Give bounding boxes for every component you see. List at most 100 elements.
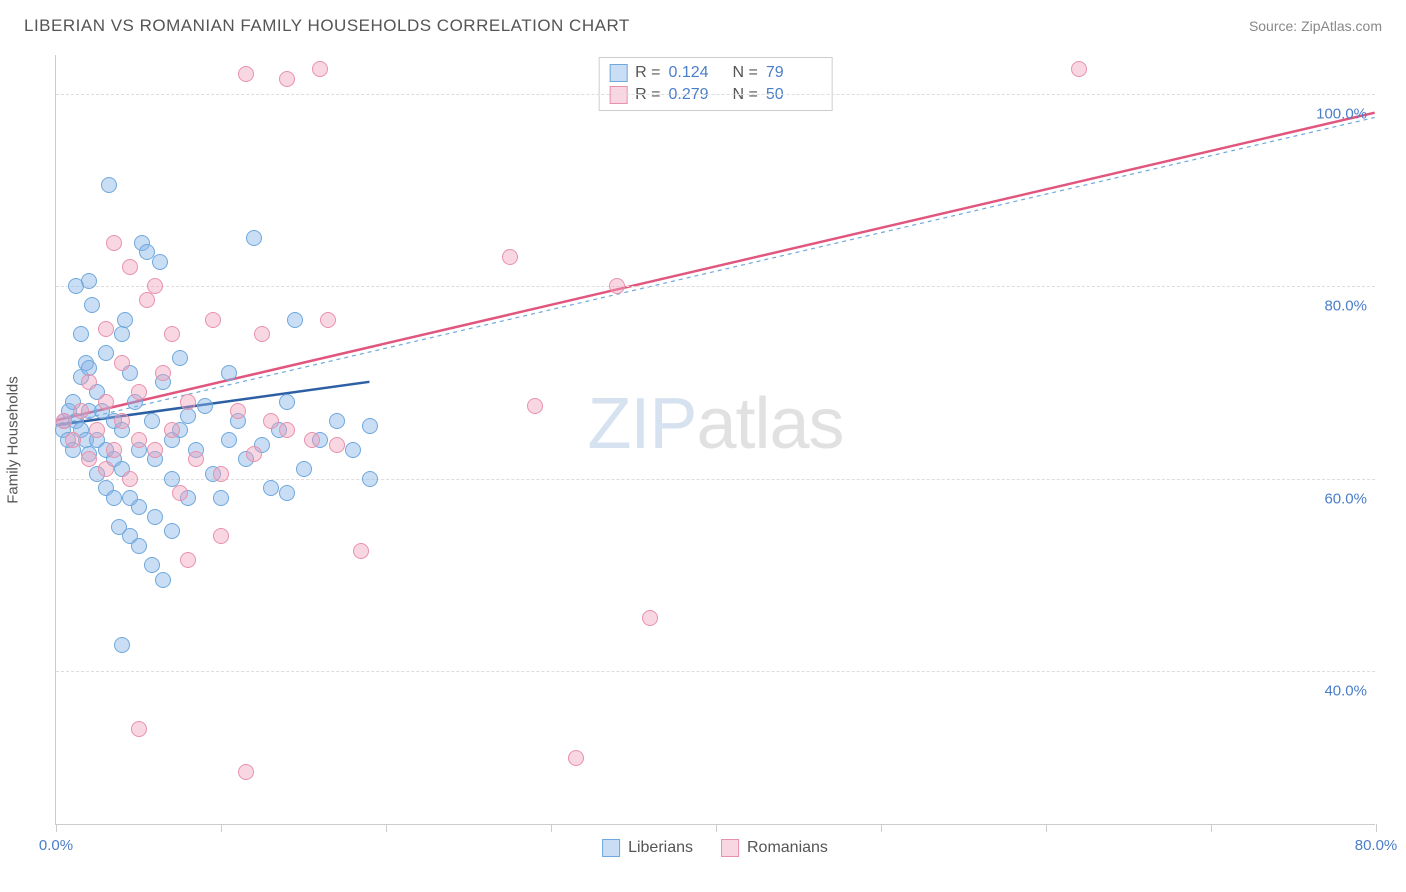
data-point (106, 235, 122, 251)
data-point (131, 499, 147, 515)
xtick (1376, 824, 1377, 832)
data-point (98, 345, 114, 361)
data-point (180, 394, 196, 410)
data-point (353, 543, 369, 559)
data-point (254, 326, 270, 342)
data-point (114, 326, 130, 342)
data-point (279, 71, 295, 87)
xtick-label: 80.0% (1355, 837, 1398, 854)
gridline (56, 94, 1375, 95)
data-point (73, 403, 89, 419)
data-point (117, 312, 133, 328)
data-point (568, 750, 584, 766)
data-point (609, 278, 625, 294)
data-point (84, 297, 100, 313)
data-point (213, 466, 229, 482)
data-point (502, 249, 518, 265)
data-point (101, 177, 117, 193)
data-point (180, 408, 196, 424)
data-point (98, 321, 114, 337)
xtick (551, 824, 552, 832)
data-point (279, 394, 295, 410)
trend-lines (56, 55, 1375, 824)
data-point (320, 312, 336, 328)
data-point (147, 442, 163, 458)
data-point (279, 422, 295, 438)
data-point (106, 442, 122, 458)
plot-area: ZIPatlas R = 0.124 N = 79 R = 0.279 N = … (55, 55, 1375, 825)
xtick (716, 824, 717, 832)
data-point (147, 509, 163, 525)
data-point (122, 471, 138, 487)
xtick (386, 824, 387, 832)
data-point (362, 471, 378, 487)
data-point (131, 721, 147, 737)
legend-series: Liberians Romanians (602, 839, 828, 857)
n-label: N = (733, 64, 758, 82)
data-point (139, 292, 155, 308)
watermark-zip: ZIP (587, 384, 696, 464)
data-point (122, 259, 138, 275)
data-point (329, 413, 345, 429)
data-point (164, 471, 180, 487)
data-point (230, 403, 246, 419)
data-point (296, 461, 312, 477)
data-point (81, 273, 97, 289)
y-axis-label: Family Households (5, 376, 22, 504)
ytick-label: 80.0% (1324, 298, 1367, 315)
data-point (279, 485, 295, 501)
data-point (144, 557, 160, 573)
data-point (362, 418, 378, 434)
data-point (180, 552, 196, 568)
data-point (65, 432, 81, 448)
data-point (81, 451, 97, 467)
ytick-label: 100.0% (1316, 105, 1367, 122)
data-point (131, 384, 147, 400)
data-point (56, 413, 72, 429)
data-point (98, 394, 114, 410)
data-point (263, 413, 279, 429)
data-point (221, 365, 237, 381)
gridline (56, 479, 1375, 480)
ytick-label: 40.0% (1324, 683, 1367, 700)
swatch-liberians-icon (609, 64, 627, 82)
data-point (155, 365, 171, 381)
data-point (238, 66, 254, 82)
data-point (147, 278, 163, 294)
data-point (164, 422, 180, 438)
data-point (312, 61, 328, 77)
data-point (106, 490, 122, 506)
n-value-liberians: 79 (766, 64, 822, 82)
data-point (246, 230, 262, 246)
xtick (1046, 824, 1047, 832)
data-point (238, 764, 254, 780)
data-point (114, 355, 130, 371)
xtick (1211, 824, 1212, 832)
r-value-romanians: 0.279 (669, 86, 725, 104)
data-point (345, 442, 361, 458)
chart-title: LIBERIAN VS ROMANIAN FAMILY HOUSEHOLDS C… (24, 16, 630, 36)
data-point (1071, 61, 1087, 77)
data-point (172, 350, 188, 366)
xtick-label: 0.0% (39, 837, 73, 854)
data-point (263, 480, 279, 496)
swatch-romanians-icon (721, 839, 739, 857)
data-point (304, 432, 320, 448)
watermark: ZIPatlas (587, 383, 843, 465)
legend-item-liberians: Liberians (602, 839, 693, 857)
data-point (89, 422, 105, 438)
r-label: R = (635, 64, 660, 82)
data-point (131, 432, 147, 448)
legend-label-liberians: Liberians (628, 839, 693, 857)
data-point (246, 446, 262, 462)
gridline (56, 286, 1375, 287)
n-value-romanians: 50 (766, 86, 822, 104)
legend-item-romanians: Romanians (721, 839, 828, 857)
data-point (197, 398, 213, 414)
legend-row-liberians: R = 0.124 N = 79 (609, 62, 822, 84)
legend-row-romanians: R = 0.279 N = 50 (609, 84, 822, 106)
data-point (213, 528, 229, 544)
data-point (152, 254, 168, 270)
data-point (172, 485, 188, 501)
xtick (56, 824, 57, 832)
